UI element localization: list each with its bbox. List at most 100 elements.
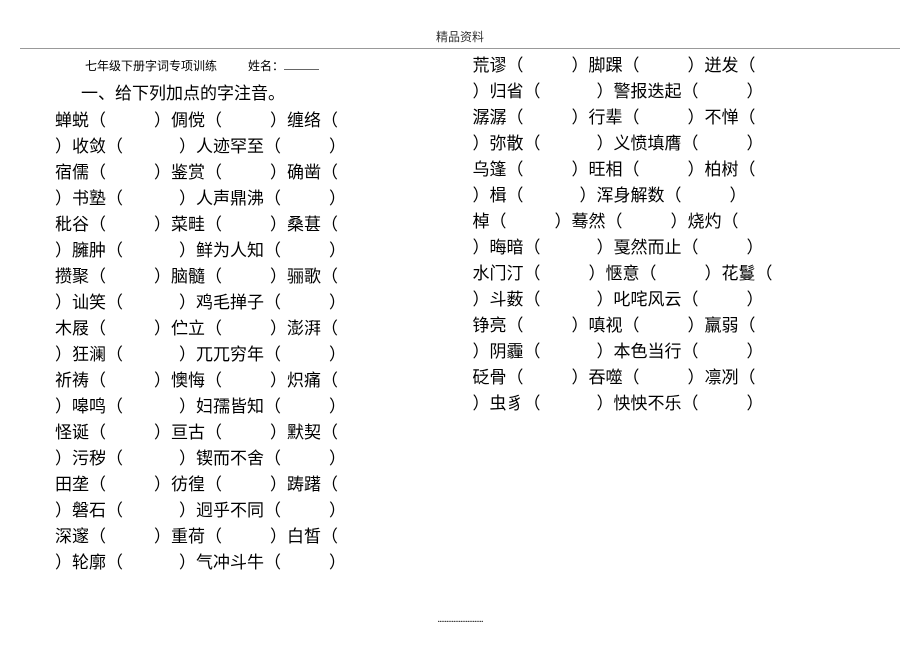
entry-line: ）阴霾（）本色当行（） <box>473 339 891 365</box>
word-segment: ）归省（ <box>473 79 541 105</box>
word-segment: ）脑髓（ <box>154 264 222 290</box>
entry-line: 田垄（）彷徨（）踌躇（ <box>55 472 473 498</box>
word-segment: ）迸发（ <box>688 53 756 79</box>
footer-dots: .......................... <box>437 613 483 625</box>
word-segment: ） <box>747 79 764 105</box>
word-segment: ）怏怏不乐（ <box>597 391 699 417</box>
word-segment: ）人声鼎沸（ <box>179 186 281 212</box>
word-segment: ）重荷（ <box>154 524 222 550</box>
word-segment: 祈祷（ <box>55 368 106 394</box>
word-segment: ）伫立（ <box>154 316 222 342</box>
entry-line: 水门汀（ ）惬意（ ）花鬘（ <box>473 261 891 287</box>
entry-line: ）磐石（）迥乎不同（） <box>55 498 473 524</box>
word-segment: 水门汀（ <box>473 261 541 287</box>
word-segment: ）嗔视（ <box>572 313 640 339</box>
section-heading: 一、给下列加点的字注音。 <box>55 81 473 107</box>
word-segment: ）行辈（ <box>572 105 640 131</box>
word-segment: ）楫（ <box>473 183 524 209</box>
entry-line: ）弥散（）义愤填膺（） <box>473 131 891 157</box>
entry-line: 怪诞（ ）亘古（ ）默契（ <box>55 420 473 446</box>
word-segment: ）骊歌（ <box>270 264 338 290</box>
word-segment: ）浑身解数（ <box>580 183 682 209</box>
entry-line: 砭骨（）吞噬（）凛冽（ <box>473 365 891 391</box>
word-segment: 蝉蜕（ <box>55 108 106 134</box>
entry-line: 攒聚（ ）脑髓（ ）骊歌（ <box>55 264 473 290</box>
entry-line: 祈祷（）懊悔（）炽痛（ <box>55 368 473 394</box>
word-segment: 木屐（ <box>55 316 106 342</box>
word-segment: ）亘古（ <box>154 420 222 446</box>
word-segment: ）惬意（ <box>589 261 657 287</box>
word-segment: ）书塾（ <box>55 186 123 212</box>
word-segment: ）迥乎不同（ <box>179 498 281 524</box>
word-segment: ）狂澜（ <box>55 342 123 368</box>
content: 七年级下册字词专项训练 姓名： 一、给下列加点的字注音。 蝉蜕（）倜傥（）缠络（… <box>0 49 920 576</box>
word-segment: ）本色当行（ <box>597 339 699 365</box>
right-entries: 荒谬（）脚踝（）迸发（）归省（）警报迭起（）潺潺（）行辈（）不惮（）弥散（）义愤… <box>473 53 891 417</box>
word-segment: ）羸弱（ <box>688 313 756 339</box>
entry-line: ）轮廓（）气冲斗牛（） <box>55 550 473 576</box>
word-segment: 潺潺（ <box>473 105 524 131</box>
word-segment: 棹（ <box>473 209 507 235</box>
entry-line: ）狂澜（ ）兀兀穷年（ ） <box>55 342 473 368</box>
word-segment: ）兀兀穷年（ <box>179 342 281 368</box>
word-segment: ）警报迭起（ <box>597 79 699 105</box>
word-segment: ） <box>329 550 346 576</box>
word-segment: ）菜畦（ <box>154 212 222 238</box>
word-segment: ）戛然而止（ <box>597 235 699 261</box>
word-segment: ） <box>329 238 346 264</box>
entry-line: 乌篷（）旺相（）柏树（ <box>473 157 891 183</box>
word-segment: ）桑葚（ <box>270 212 338 238</box>
word-segment: ）炽痛（ <box>270 368 338 394</box>
left-column: 七年级下册字词专项训练 姓名： 一、给下列加点的字注音。 蝉蜕（）倜傥（）缠络（… <box>55 53 473 576</box>
word-segment: 攒聚（ <box>55 264 106 290</box>
entry-line: ）书塾（ ）人声鼎沸（ ） <box>55 186 473 212</box>
word-segment: ）澎湃（ <box>270 316 338 342</box>
word-segment: ） <box>329 290 346 316</box>
word-segment: ）阴霾（ <box>473 339 541 365</box>
word-segment: ） <box>329 186 346 212</box>
word-segment: ）晦暗（ <box>473 235 541 261</box>
word-segment: ）污秽（ <box>55 446 123 472</box>
word-segment: 田垄（ <box>55 472 106 498</box>
word-segment: ） <box>747 235 764 261</box>
word-segment: ）默契（ <box>270 420 338 446</box>
word-segment: ）踌躇（ <box>270 472 338 498</box>
word-segment: ） <box>329 394 346 420</box>
entry-line: 蝉蜕（）倜傥（）缠络（ <box>55 108 473 134</box>
word-segment: 砭骨（ <box>473 365 524 391</box>
word-segment: ）叱咤风云（ <box>597 287 699 313</box>
entry-line: ）污秽（ ）锲而不舍（ ） <box>55 446 473 472</box>
word-segment: ）虫豸（ <box>473 391 541 417</box>
word-segment: 乌篷（ <box>473 157 524 183</box>
entry-line: 荒谬（）脚踝（）迸发（ <box>473 53 891 79</box>
word-segment: ）白皙（ <box>270 524 338 550</box>
word-segment: ） <box>329 342 346 368</box>
word-segment: ）锲而不舍（ <box>179 446 281 472</box>
word-segment: 怪诞（ <box>55 420 106 446</box>
entry-line: ）楫（ ）浑身解数（ ） <box>473 183 891 209</box>
entry-line: 深邃（ ）重荷（ ）白皙（ <box>55 524 473 550</box>
word-segment: ） <box>747 287 764 313</box>
word-segment: ）花鬘（ <box>705 261 773 287</box>
entry-line: 秕谷（）菜畦（）桑葚（ <box>55 212 473 238</box>
word-segment: ）弥散（ <box>473 131 541 157</box>
word-segment: ）吞噬（ <box>572 365 640 391</box>
word-segment: ） <box>730 183 747 209</box>
entry-line: ）归省（ ）警报迭起（ ） <box>473 79 891 105</box>
word-segment: 铮亮（ <box>473 313 524 339</box>
left-entries: 蝉蜕（）倜傥（）缠络（）收敛（）人迹罕至（）宿儒（）鉴赏（）确凿（）书塾（）人声… <box>55 108 473 576</box>
word-segment: 深邃（ <box>55 524 106 550</box>
word-segment: ）确凿（ <box>270 160 338 186</box>
word-segment: ）收敛（ <box>55 134 123 160</box>
entry-line: ）晦暗（ ）戛然而止（ ） <box>473 235 891 261</box>
word-segment: ）鲜为人知（ <box>179 238 281 264</box>
word-segment: ）脚踝（ <box>572 53 640 79</box>
word-segment: ）不惮（ <box>688 105 756 131</box>
worksheet-title: 七年级下册字词专项训练 <box>85 59 217 73</box>
word-segment: ）缠络（ <box>270 108 338 134</box>
word-segment: ）妇孺皆知（ <box>179 394 281 420</box>
worksheet-title-line: 七年级下册字词专项训练 姓名： <box>55 53 473 79</box>
word-segment: ） <box>329 446 346 472</box>
page-footer: .......................... <box>0 613 920 625</box>
word-segment: ）人迹罕至（ <box>179 134 281 160</box>
